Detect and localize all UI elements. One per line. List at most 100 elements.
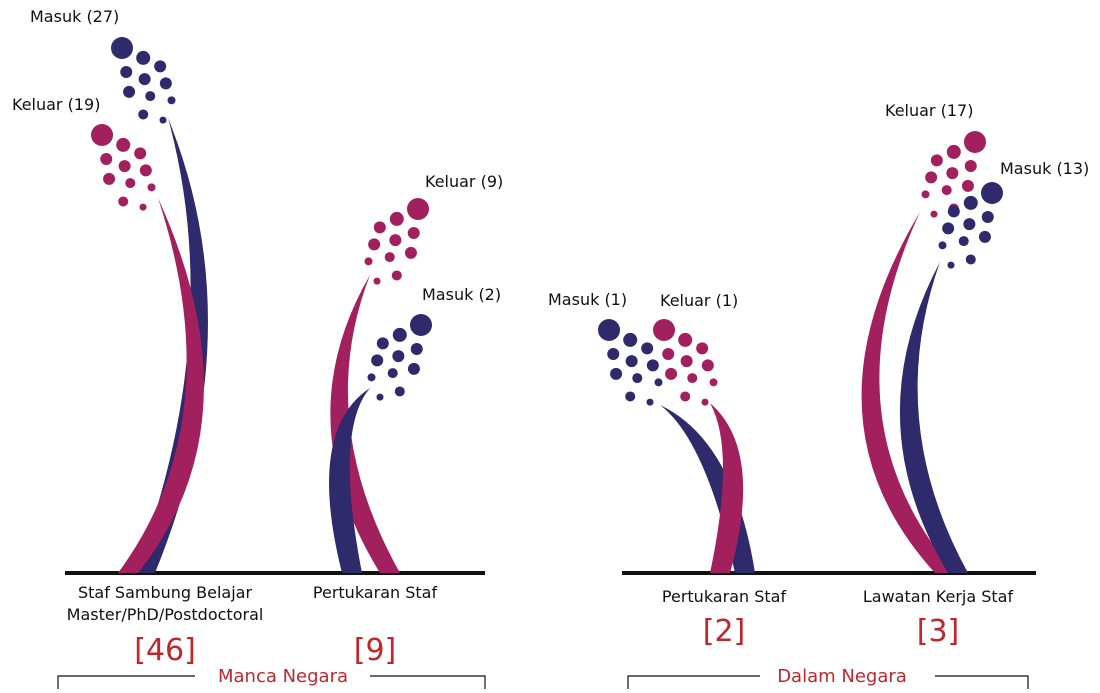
stem [710, 403, 744, 573]
group-title: Manca Negara [218, 666, 348, 687]
dot [404, 246, 417, 259]
dot [387, 368, 398, 379]
dot [145, 91, 156, 102]
dot [367, 373, 376, 382]
dot [373, 277, 381, 285]
item-total: [3] [917, 614, 960, 649]
dot [930, 154, 943, 167]
dot [392, 327, 407, 342]
dot [641, 342, 654, 355]
dot [646, 398, 654, 406]
dot [625, 391, 636, 402]
dot [632, 373, 643, 384]
item-label: Staf Sambung Belajar [78, 583, 253, 602]
item-label: Master/PhD/Postdoctoral [67, 605, 264, 624]
dot [392, 350, 405, 363]
dot [394, 386, 405, 397]
dot [371, 354, 384, 367]
dot [687, 373, 698, 384]
dot [407, 198, 429, 220]
group-title: Dalam Negara [777, 666, 907, 687]
dot [946, 144, 961, 159]
dot [963, 218, 976, 231]
dot [921, 190, 930, 199]
dot [696, 342, 709, 355]
dot [116, 137, 131, 152]
dot [100, 153, 113, 166]
item-total: [46] [134, 633, 196, 668]
dot [653, 319, 675, 341]
dot [680, 355, 693, 368]
dot [947, 205, 960, 218]
dot [654, 378, 663, 387]
dot [625, 355, 638, 368]
flow-label: Keluar (17) [885, 101, 973, 120]
dot [607, 348, 620, 361]
dot [958, 236, 969, 247]
dot [118, 160, 131, 173]
dot [964, 160, 977, 173]
bracket [57, 675, 1029, 689]
dot [139, 164, 152, 177]
item-total: [2] [703, 614, 746, 649]
dot [941, 185, 952, 196]
dot [118, 196, 129, 207]
dot [154, 60, 167, 73]
dot [410, 343, 423, 356]
dot [680, 391, 691, 402]
dot [709, 378, 718, 387]
dot [147, 183, 156, 192]
item-total: [9] [354, 633, 397, 668]
dot [167, 96, 176, 105]
dot [662, 348, 675, 361]
stem [329, 388, 370, 573]
flow-label: Masuk (2) [422, 285, 501, 304]
dot [138, 109, 149, 120]
dot [925, 171, 938, 184]
flow-label: Masuk (13) [1000, 159, 1089, 178]
dot [930, 210, 938, 218]
flow-label: Keluar (19) [12, 95, 100, 114]
dot [678, 332, 693, 347]
stem [118, 198, 204, 573]
dot [610, 367, 623, 380]
dot [938, 241, 947, 250]
dot [391, 270, 402, 281]
dot [120, 66, 133, 79]
dot [964, 131, 986, 153]
dot [111, 37, 133, 59]
dot [389, 234, 402, 247]
flow-label: Keluar (9) [425, 172, 503, 191]
dot [981, 182, 1003, 204]
dot [125, 178, 136, 189]
dot [947, 261, 955, 269]
dot [701, 359, 714, 372]
flow-label: Masuk (27) [30, 7, 119, 26]
dot [981, 211, 994, 224]
dot [623, 332, 638, 347]
dot [159, 116, 167, 124]
dot [646, 359, 659, 372]
dot [364, 257, 373, 266]
dot [139, 203, 147, 211]
stem [899, 262, 968, 573]
dot [946, 167, 959, 180]
dot [965, 254, 976, 265]
dot [410, 314, 432, 336]
dot [665, 367, 678, 380]
dot [407, 227, 420, 240]
dot [407, 362, 420, 375]
dot [389, 211, 404, 226]
dot [134, 147, 147, 160]
dot [123, 85, 136, 98]
dot [138, 73, 151, 86]
flow-label: Masuk (1) [548, 290, 627, 309]
item-label: Lawatan Kerja Staf [863, 587, 1014, 606]
dot [978, 230, 991, 243]
dot [376, 337, 389, 350]
plumes [91, 37, 1003, 573]
dot [701, 398, 709, 406]
dot [368, 238, 381, 251]
dot [136, 50, 151, 65]
